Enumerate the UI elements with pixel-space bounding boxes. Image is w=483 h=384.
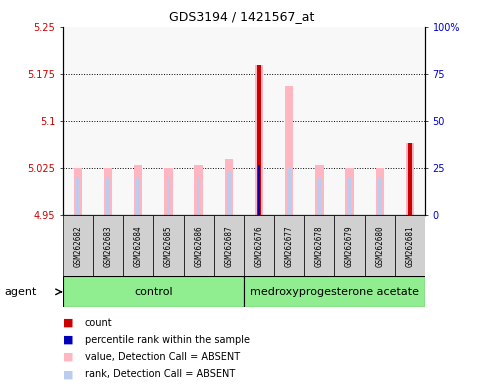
Bar [258, 165, 260, 215]
Bar [408, 177, 412, 215]
Bar [63, 276, 244, 307]
Text: count: count [85, 318, 112, 328]
Bar [197, 177, 200, 215]
Bar [348, 177, 352, 215]
Text: rank, Detection Call = ABSENT: rank, Detection Call = ABSENT [85, 369, 235, 379]
Bar [334, 215, 365, 276]
Bar [194, 165, 203, 215]
Bar [318, 177, 321, 215]
Text: ■: ■ [63, 318, 73, 328]
Text: GSM262676: GSM262676 [255, 225, 264, 266]
Bar [345, 168, 354, 215]
Bar [134, 165, 142, 215]
Bar [287, 168, 291, 215]
Text: ■: ■ [63, 369, 73, 379]
Bar [257, 165, 261, 215]
Bar [406, 143, 414, 215]
Text: GSM262678: GSM262678 [315, 225, 324, 266]
Bar [104, 168, 112, 215]
Bar [167, 177, 170, 215]
Text: value, Detection Call = ABSENT: value, Detection Call = ABSENT [85, 352, 240, 362]
Bar [365, 215, 395, 276]
Bar [408, 143, 412, 215]
Text: control: control [134, 287, 172, 297]
Text: agent: agent [5, 287, 37, 297]
Bar [63, 215, 93, 276]
Bar [137, 177, 140, 215]
Text: GSM262686: GSM262686 [194, 225, 203, 266]
Bar [76, 177, 80, 215]
Bar [225, 159, 233, 215]
Bar [315, 165, 324, 215]
Bar [123, 215, 154, 276]
Text: percentile rank within the sample: percentile rank within the sample [85, 335, 250, 345]
Bar [395, 215, 425, 276]
Text: GSM262681: GSM262681 [405, 225, 414, 266]
Text: GSM262684: GSM262684 [134, 225, 143, 266]
Bar [73, 168, 82, 215]
Text: ■: ■ [63, 352, 73, 362]
Bar [227, 171, 231, 215]
Bar [255, 65, 263, 215]
Bar [304, 215, 334, 276]
Bar [285, 86, 293, 215]
Text: GSM262687: GSM262687 [224, 225, 233, 266]
Text: GSM262680: GSM262680 [375, 225, 384, 266]
Bar [213, 215, 244, 276]
Bar [376, 168, 384, 215]
Text: GSM262685: GSM262685 [164, 225, 173, 266]
Bar [154, 215, 184, 276]
Text: medroxyprogesterone acetate: medroxyprogesterone acetate [250, 287, 419, 297]
Bar [106, 177, 110, 215]
Bar [274, 215, 304, 276]
Bar [93, 215, 123, 276]
Text: GDS3194 / 1421567_at: GDS3194 / 1421567_at [169, 10, 314, 23]
Bar [378, 177, 382, 215]
Text: GSM262683: GSM262683 [103, 225, 113, 266]
Bar [244, 276, 425, 307]
Bar [164, 168, 173, 215]
Bar [184, 215, 213, 276]
Bar [244, 215, 274, 276]
Text: ■: ■ [63, 335, 73, 345]
Text: GSM262679: GSM262679 [345, 225, 354, 266]
Text: GSM262682: GSM262682 [73, 225, 83, 266]
Bar [257, 65, 261, 215]
Text: GSM262677: GSM262677 [284, 225, 294, 266]
